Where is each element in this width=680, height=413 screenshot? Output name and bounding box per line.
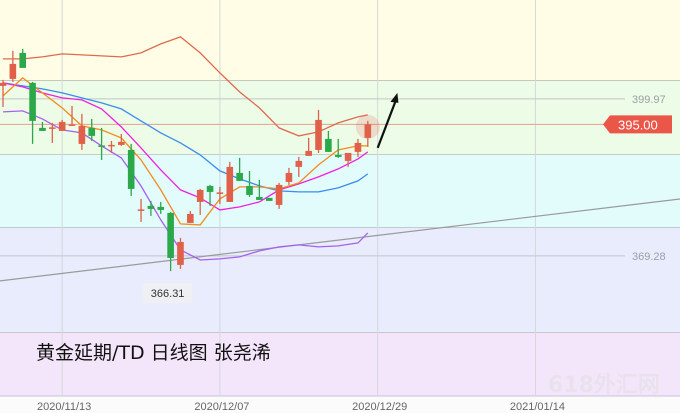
- candle-body: [137, 209, 145, 211]
- x-axis: 2020/11/13 2020/12/07 2020/12/29 2021/01/14: [37, 401, 565, 413]
- candle-body: [275, 184, 283, 205]
- price-levels: 399.97 369.28 395.00: [0, 94, 672, 263]
- candle-body: [98, 145, 105, 147]
- candle-body: [49, 127, 56, 129]
- current-price-label: 395.00: [618, 117, 658, 132]
- indicator-line-5: [2, 110, 369, 261]
- candle-body: [334, 154, 342, 157]
- candle-body: [344, 152, 352, 161]
- candle-body: [246, 185, 253, 195]
- candle-body: [147, 205, 155, 209]
- x-tick-label: 2020/12/29: [352, 401, 407, 413]
- candle-body: [265, 197, 273, 201]
- current-price-tag: [603, 115, 672, 134]
- low-price-box: [142, 283, 193, 304]
- annotations: 366.31: [142, 92, 399, 304]
- x-tick-label: 2021/01/14: [510, 401, 565, 413]
- candle-body: [0, 82, 7, 86]
- low-price-label: 366.31: [151, 288, 185, 300]
- x-axis-strip: [0, 396, 680, 413]
- candle-body: [108, 144, 115, 147]
- candle-body: [88, 127, 96, 136]
- candle-body: [78, 125, 86, 144]
- band: [0, 227, 680, 333]
- arrow-head: [390, 92, 399, 103]
- candle-body: [256, 196, 263, 200]
- indicator-line-2: [2, 82, 369, 193]
- watermark: 618外汇网: [548, 372, 660, 398]
- arrow-shaft: [376, 98, 398, 149]
- candle-body: [206, 185, 214, 192]
- indicator-line-1: [3, 36, 368, 137]
- candle-body: [157, 206, 165, 210]
- level-label: 399.97: [632, 94, 666, 106]
- candle-body: [196, 189, 204, 202]
- level-label: 369.28: [632, 251, 666, 263]
- x-tick-label: 2020/11/13: [37, 401, 91, 413]
- candle-body: [177, 241, 184, 265]
- trendline: [0, 198, 680, 282]
- candle-body: [19, 52, 27, 68]
- candle-body: [58, 121, 66, 131]
- candles: [0, 48, 380, 272]
- candle-body: [39, 127, 46, 131]
- candle-body: [118, 141, 125, 145]
- candle-body: [354, 142, 362, 152]
- candle-body: [216, 192, 224, 194]
- indicator-line-4: [2, 77, 368, 226]
- indicator-line-3: [2, 82, 369, 211]
- band: [0, 332, 680, 396]
- candle-body: [325, 138, 332, 152]
- band: [0, 0, 680, 81]
- candle-body: [315, 119, 322, 150]
- x-tick-label: 2020/12/07: [194, 401, 249, 413]
- indicator-lines: [2, 36, 369, 261]
- candle-body: [236, 172, 243, 181]
- candle-body: [187, 213, 194, 223]
- chart-title: 黄金延期/TD 日线图 张尧浠: [36, 342, 271, 364]
- candle-body: [226, 166, 234, 202]
- candle-body: [364, 124, 372, 138]
- candle-body: [29, 82, 36, 121]
- candle-body: [127, 149, 135, 189]
- candle-body: [9, 63, 17, 79]
- candle-body: [167, 212, 174, 258]
- band: [0, 80, 680, 155]
- candle-body: [295, 160, 303, 167]
- candle-body: [285, 172, 293, 182]
- candle-body: [305, 150, 312, 156]
- band: [0, 154, 680, 228]
- candle-body: [68, 124, 76, 126]
- trendline-layer: [0, 198, 680, 282]
